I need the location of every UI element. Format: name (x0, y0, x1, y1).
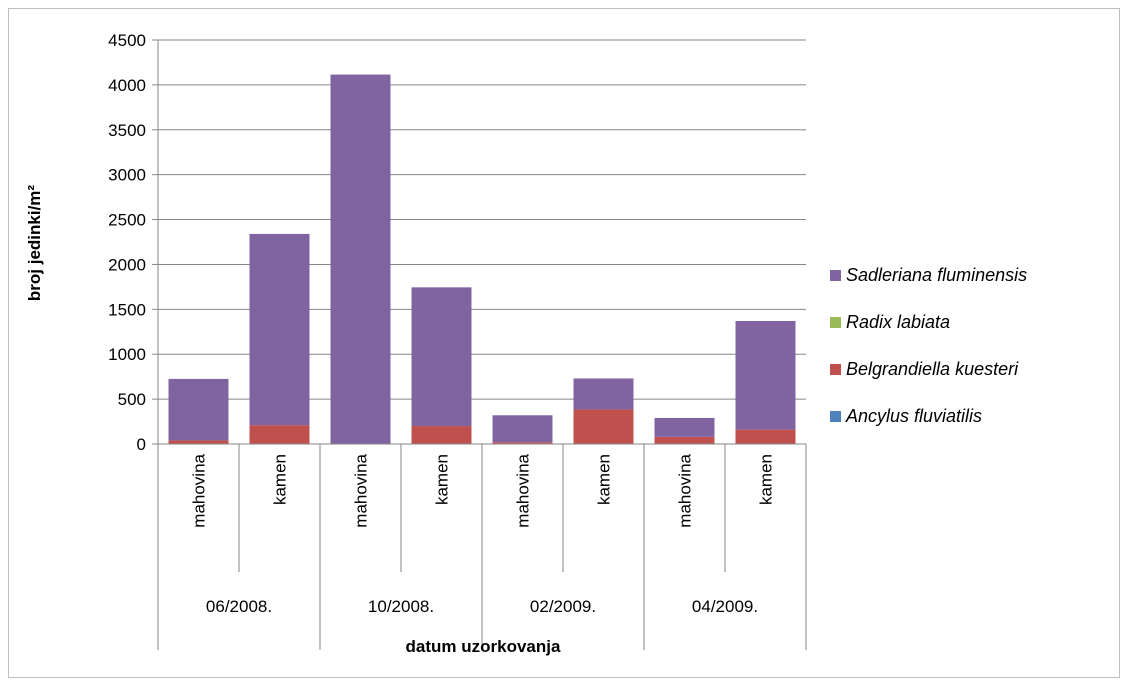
bar-segment (249, 233, 310, 426)
legend-label: Ancylus fluviatilis (845, 406, 982, 426)
bar-segment (735, 321, 796, 430)
bar-segment (249, 425, 310, 444)
y-tick-label: 0 (137, 435, 146, 454)
x-category-label: kamen (757, 454, 776, 505)
x-axis-title: datum uzorkovanja (406, 637, 561, 656)
bar-segment (411, 426, 472, 444)
bar-segment (654, 436, 715, 444)
bar-segment (168, 378, 229, 441)
legend-label: Sadleriana fluminensis (846, 265, 1027, 285)
x-group-label: 10/2008. (368, 597, 434, 616)
bar-segment (492, 415, 553, 443)
y-tick-label: 3000 (108, 166, 146, 185)
x-category-label: mahovina (352, 453, 371, 527)
x-category-label: kamen (595, 454, 614, 505)
y-tick-label: 3500 (108, 121, 146, 140)
legend-swatch (830, 317, 841, 328)
x-group-labels: 06/2008. 10/2008. 02/2009. 04/2009. (206, 597, 758, 616)
x-group-label: 06/2008. (206, 597, 272, 616)
bar-segment (573, 378, 634, 410)
bar-segment (573, 409, 634, 444)
bar-segment (492, 442, 553, 444)
y-axis-title: broj jedinki/m² (25, 185, 44, 302)
y-tick-label: 2500 (108, 211, 146, 230)
y-tick-label: 4500 (108, 31, 146, 50)
y-tick-label: 2000 (108, 255, 146, 274)
legend: Sadleriana fluminensis Radix labiata Belgr… (830, 265, 1027, 426)
x-category-label: mahovina (514, 453, 533, 527)
legend-label: Radix labiata (846, 312, 950, 332)
bar-segment (168, 440, 229, 444)
x-category-label: mahovina (190, 453, 209, 527)
x-group-label: 04/2009. (692, 597, 758, 616)
x-category-label: kamen (433, 454, 452, 505)
y-tick-labels: 0 500 1000 1500 2000 2500 3000 3500 4000 4500 (108, 31, 146, 454)
x-category-label: kamen (271, 454, 290, 505)
chart-frame (8, 8, 1120, 678)
y-tick-label: 500 (118, 390, 146, 409)
axes (157, 40, 807, 650)
legend-swatch (830, 270, 841, 281)
y-tick-label: 1000 (108, 345, 146, 364)
bars (168, 74, 796, 444)
legend-label: Belgrandiella kuesteri (846, 359, 1019, 379)
bar-segment (654, 417, 715, 437)
bar-segment (735, 429, 796, 444)
x-category-label: mahovina (676, 453, 695, 527)
bar-segment (330, 74, 391, 444)
legend-swatch (830, 411, 841, 422)
legend-swatch (830, 364, 841, 375)
bar-segment (411, 287, 472, 427)
x-group-label: 02/2009. (530, 597, 596, 616)
x-category-labels: mahovina kamen mahovina kamen mahovina kamen m… (190, 453, 776, 527)
y-tick-label: 1500 (108, 300, 146, 319)
y-tick-label: 4000 (108, 76, 146, 95)
